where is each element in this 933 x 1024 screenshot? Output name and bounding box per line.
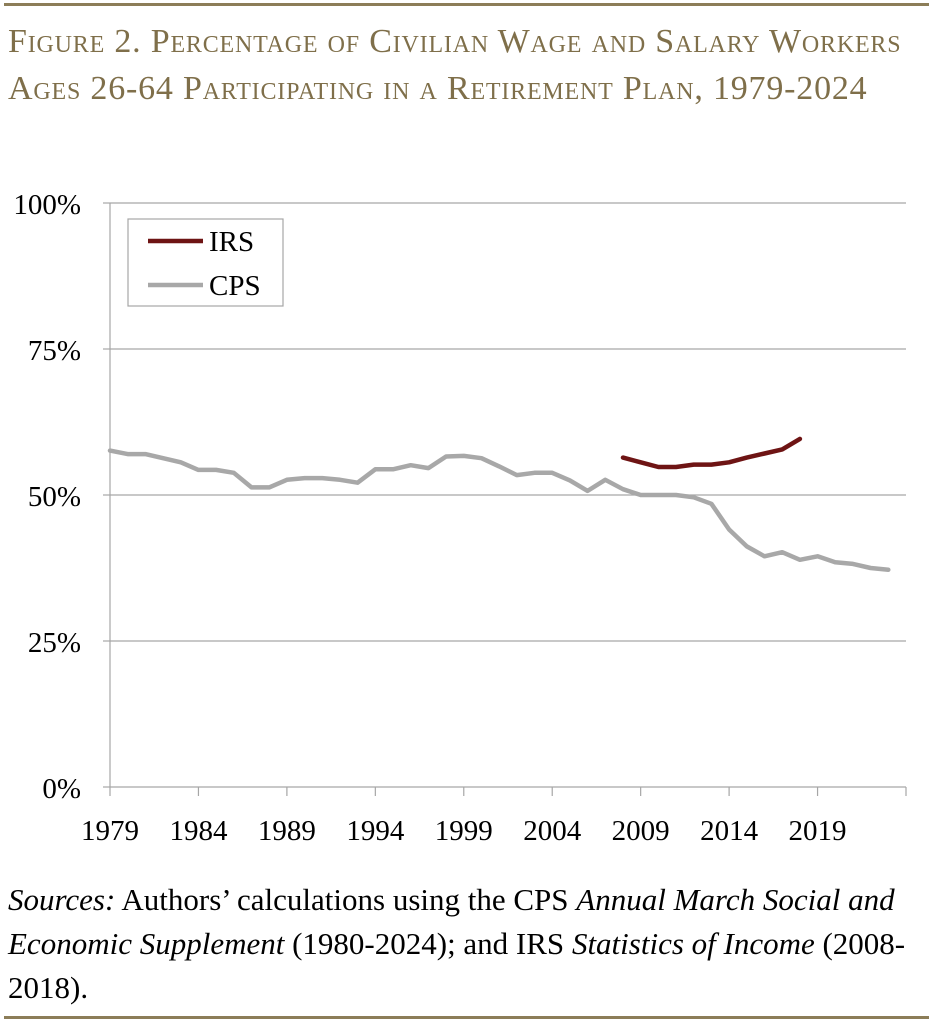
- x-tick-label-2004: 2004: [523, 815, 582, 847]
- x-tick-label-2009: 2009: [612, 815, 670, 847]
- x-tick-label-1994: 1994: [346, 815, 405, 847]
- line-chart: 0% 25% 50% 75% 100% 1979 1984 1989 1994 1999 2004…: [13, 189, 907, 847]
- series-lines: [107, 436, 891, 573]
- legend: IRS CPS: [127, 218, 284, 307]
- sources-text-1: Authors’ calculations using the CPS: [115, 882, 577, 917]
- x-tick-labels: 1979 1984 1989 1994 1999 2004 2009 2014 2019: [81, 815, 847, 847]
- gridlines: [110, 202, 906, 642]
- sources-text-2: (1980-2024); and IRS: [284, 926, 572, 961]
- x-tick-label-2014: 2014: [700, 815, 759, 847]
- legend-label-irs: IRS: [209, 226, 254, 258]
- series-line-cps: [107, 448, 891, 573]
- sources-italic-1: Annual March Social and Economic Supplem…: [8, 882, 895, 961]
- top-rule: [4, 3, 929, 6]
- axes: [103, 202, 907, 796]
- x-tick-label-1999: 1999: [435, 815, 493, 847]
- y-tick-label-0: 0%: [42, 773, 81, 805]
- y-tick-label-25: 25%: [28, 627, 81, 659]
- x-tick-label-2019: 2019: [789, 815, 847, 847]
- y-tick-labels: 0% 25% 50% 75% 100%: [13, 189, 81, 805]
- sources-label: Sources:: [8, 882, 116, 917]
- y-tick-label-75: 75%: [28, 335, 81, 367]
- legend-box: [127, 218, 284, 307]
- x-tick-label-1984: 1984: [169, 815, 228, 847]
- y-tick-label-100: 100%: [13, 189, 81, 221]
- bottom-rule: [4, 1016, 929, 1019]
- x-tick-label-1989: 1989: [258, 815, 316, 847]
- sources-text-3: (2008-2018).: [8, 926, 906, 1005]
- series-line-irs: [620, 436, 803, 470]
- y-tick-label-50: 50%: [28, 481, 81, 513]
- sources-italic-2: Statis­tics of Income: [571, 926, 815, 961]
- x-tick-label-1979: 1979: [81, 815, 139, 847]
- figure-title: Figure 2. Percentage of Civilian Wage an…: [8, 23, 902, 107]
- sources-note: Sources: Authors’ calculations using the…: [8, 878, 923, 1010]
- legend-label-cps: CPS: [209, 270, 261, 302]
